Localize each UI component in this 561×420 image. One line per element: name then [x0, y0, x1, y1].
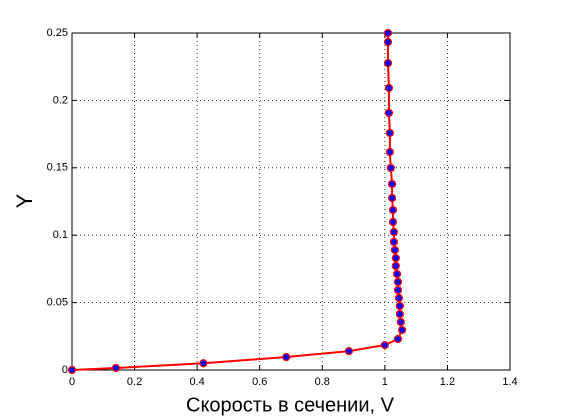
data-point: [385, 147, 394, 157]
x-axis-label: Скорость в сечении, V: [186, 394, 395, 416]
data-point: [397, 325, 407, 335]
y-tick-label: 0.25: [47, 27, 68, 39]
data-point: [390, 245, 399, 255]
data-point: [391, 253, 400, 263]
data-point: [392, 269, 402, 279]
x-tick-label: 0.6: [252, 376, 267, 388]
x-tick-label: 0.2: [127, 376, 142, 388]
data-point: [395, 309, 404, 319]
data-point: [394, 293, 404, 303]
data-point: [385, 128, 394, 138]
axes-box: [71, 32, 511, 371]
data-point: [67, 365, 77, 375]
x-tick-label: 1: [382, 376, 388, 388]
x-tick-label: 0.4: [189, 376, 204, 388]
data-point: [396, 317, 405, 327]
data-point: [391, 261, 400, 271]
data-point: [384, 83, 394, 93]
data-point: [282, 352, 291, 362]
y-tick-label: 0.05: [47, 297, 68, 309]
data-point: [387, 193, 397, 203]
data-point: [388, 205, 398, 215]
data-point: [389, 237, 399, 247]
data-point: [387, 179, 397, 189]
x-tick-label: 0.8: [315, 376, 330, 388]
data-point: [393, 334, 403, 344]
y-tick-label: 0.2: [53, 94, 68, 106]
data-point: [380, 340, 389, 350]
data-point: [388, 217, 398, 227]
data-point: [395, 301, 404, 311]
data-point: [383, 37, 393, 47]
x-tick-label: 1.4: [502, 376, 517, 388]
data-point: [384, 108, 394, 118]
data-point: [111, 363, 120, 373]
data-point: [344, 347, 353, 356]
plot-area: [72, 33, 510, 370]
data-point: [383, 28, 393, 38]
x-tick-label: 0: [69, 376, 75, 388]
data-point: [383, 58, 393, 68]
data-point: [386, 163, 395, 173]
y-tick-label: 0.1: [53, 229, 68, 241]
data-point: [393, 285, 403, 295]
y-axis-label: Y: [12, 193, 37, 208]
y-tick-label: 0.15: [47, 162, 68, 174]
y-tick-label: 0: [62, 364, 68, 376]
data-point: [389, 227, 399, 237]
x-tick-label: 1.2: [440, 376, 455, 388]
data-point: [199, 359, 208, 368]
data-point: [393, 277, 403, 287]
